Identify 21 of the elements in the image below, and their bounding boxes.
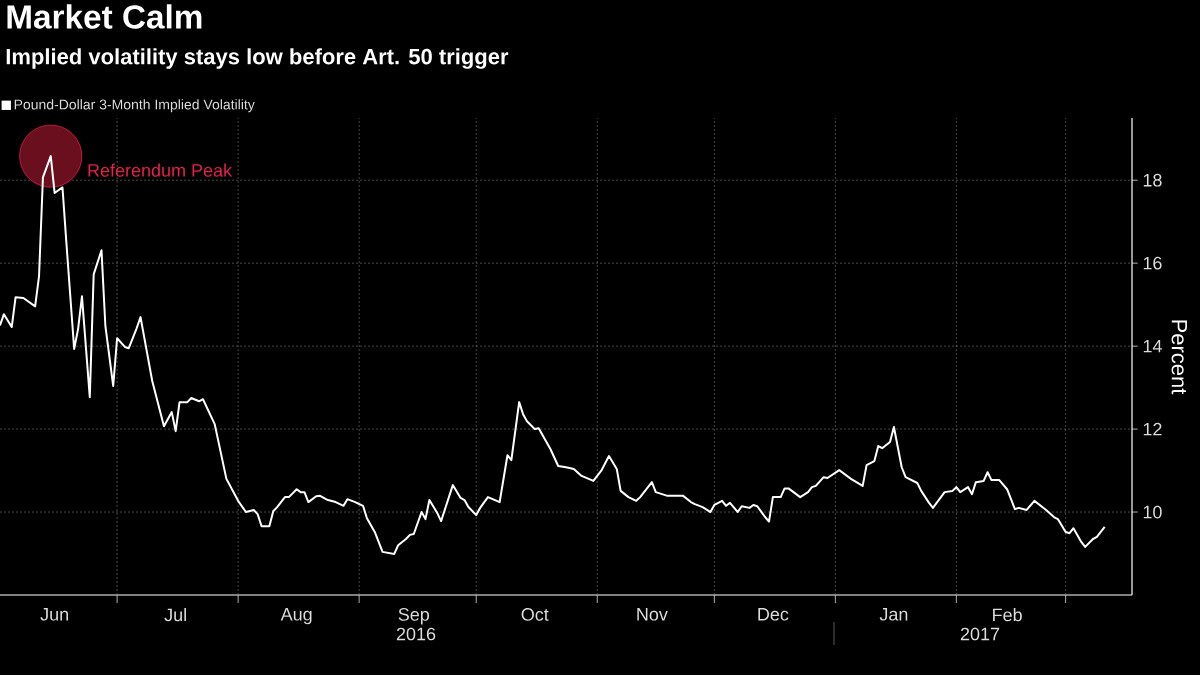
legend-label: Pound-Dollar 3-Month Implied Volatility <box>14 99 255 113</box>
x-tick-label: Nov <box>637 608 668 621</box>
y-tick-label: 14 <box>1143 339 1162 353</box>
x-tick-label: Jan <box>879 608 908 621</box>
x-tick-label: Aug <box>280 608 312 625</box>
y-tick-label: 12 <box>1143 422 1162 436</box>
text: 2016 <box>396 627 436 641</box>
x-tick-label: Jul <box>164 608 186 622</box>
chart-subtitle: Implied volatility stays low before Art. 50 trigger <box>6 48 509 69</box>
x-tick-label: Jun <box>40 608 68 621</box>
x-tick-label: Feb <box>993 608 1022 622</box>
x-tick-label: Oct <box>521 608 549 621</box>
y-axis-title: Percent <box>1171 320 1187 395</box>
annotation: Referendum Peak <box>88 163 233 177</box>
y-tick-label: 10 <box>1143 505 1162 519</box>
text: 2017 <box>960 627 1000 641</box>
x-tick-label: Sep <box>398 608 430 625</box>
y-tick-label: 16 <box>1143 256 1162 270</box>
x-tick-label: Dec <box>758 608 789 621</box>
y-tick-label: 18 <box>1143 173 1162 187</box>
chart-title: Market Calm <box>7 4 202 29</box>
